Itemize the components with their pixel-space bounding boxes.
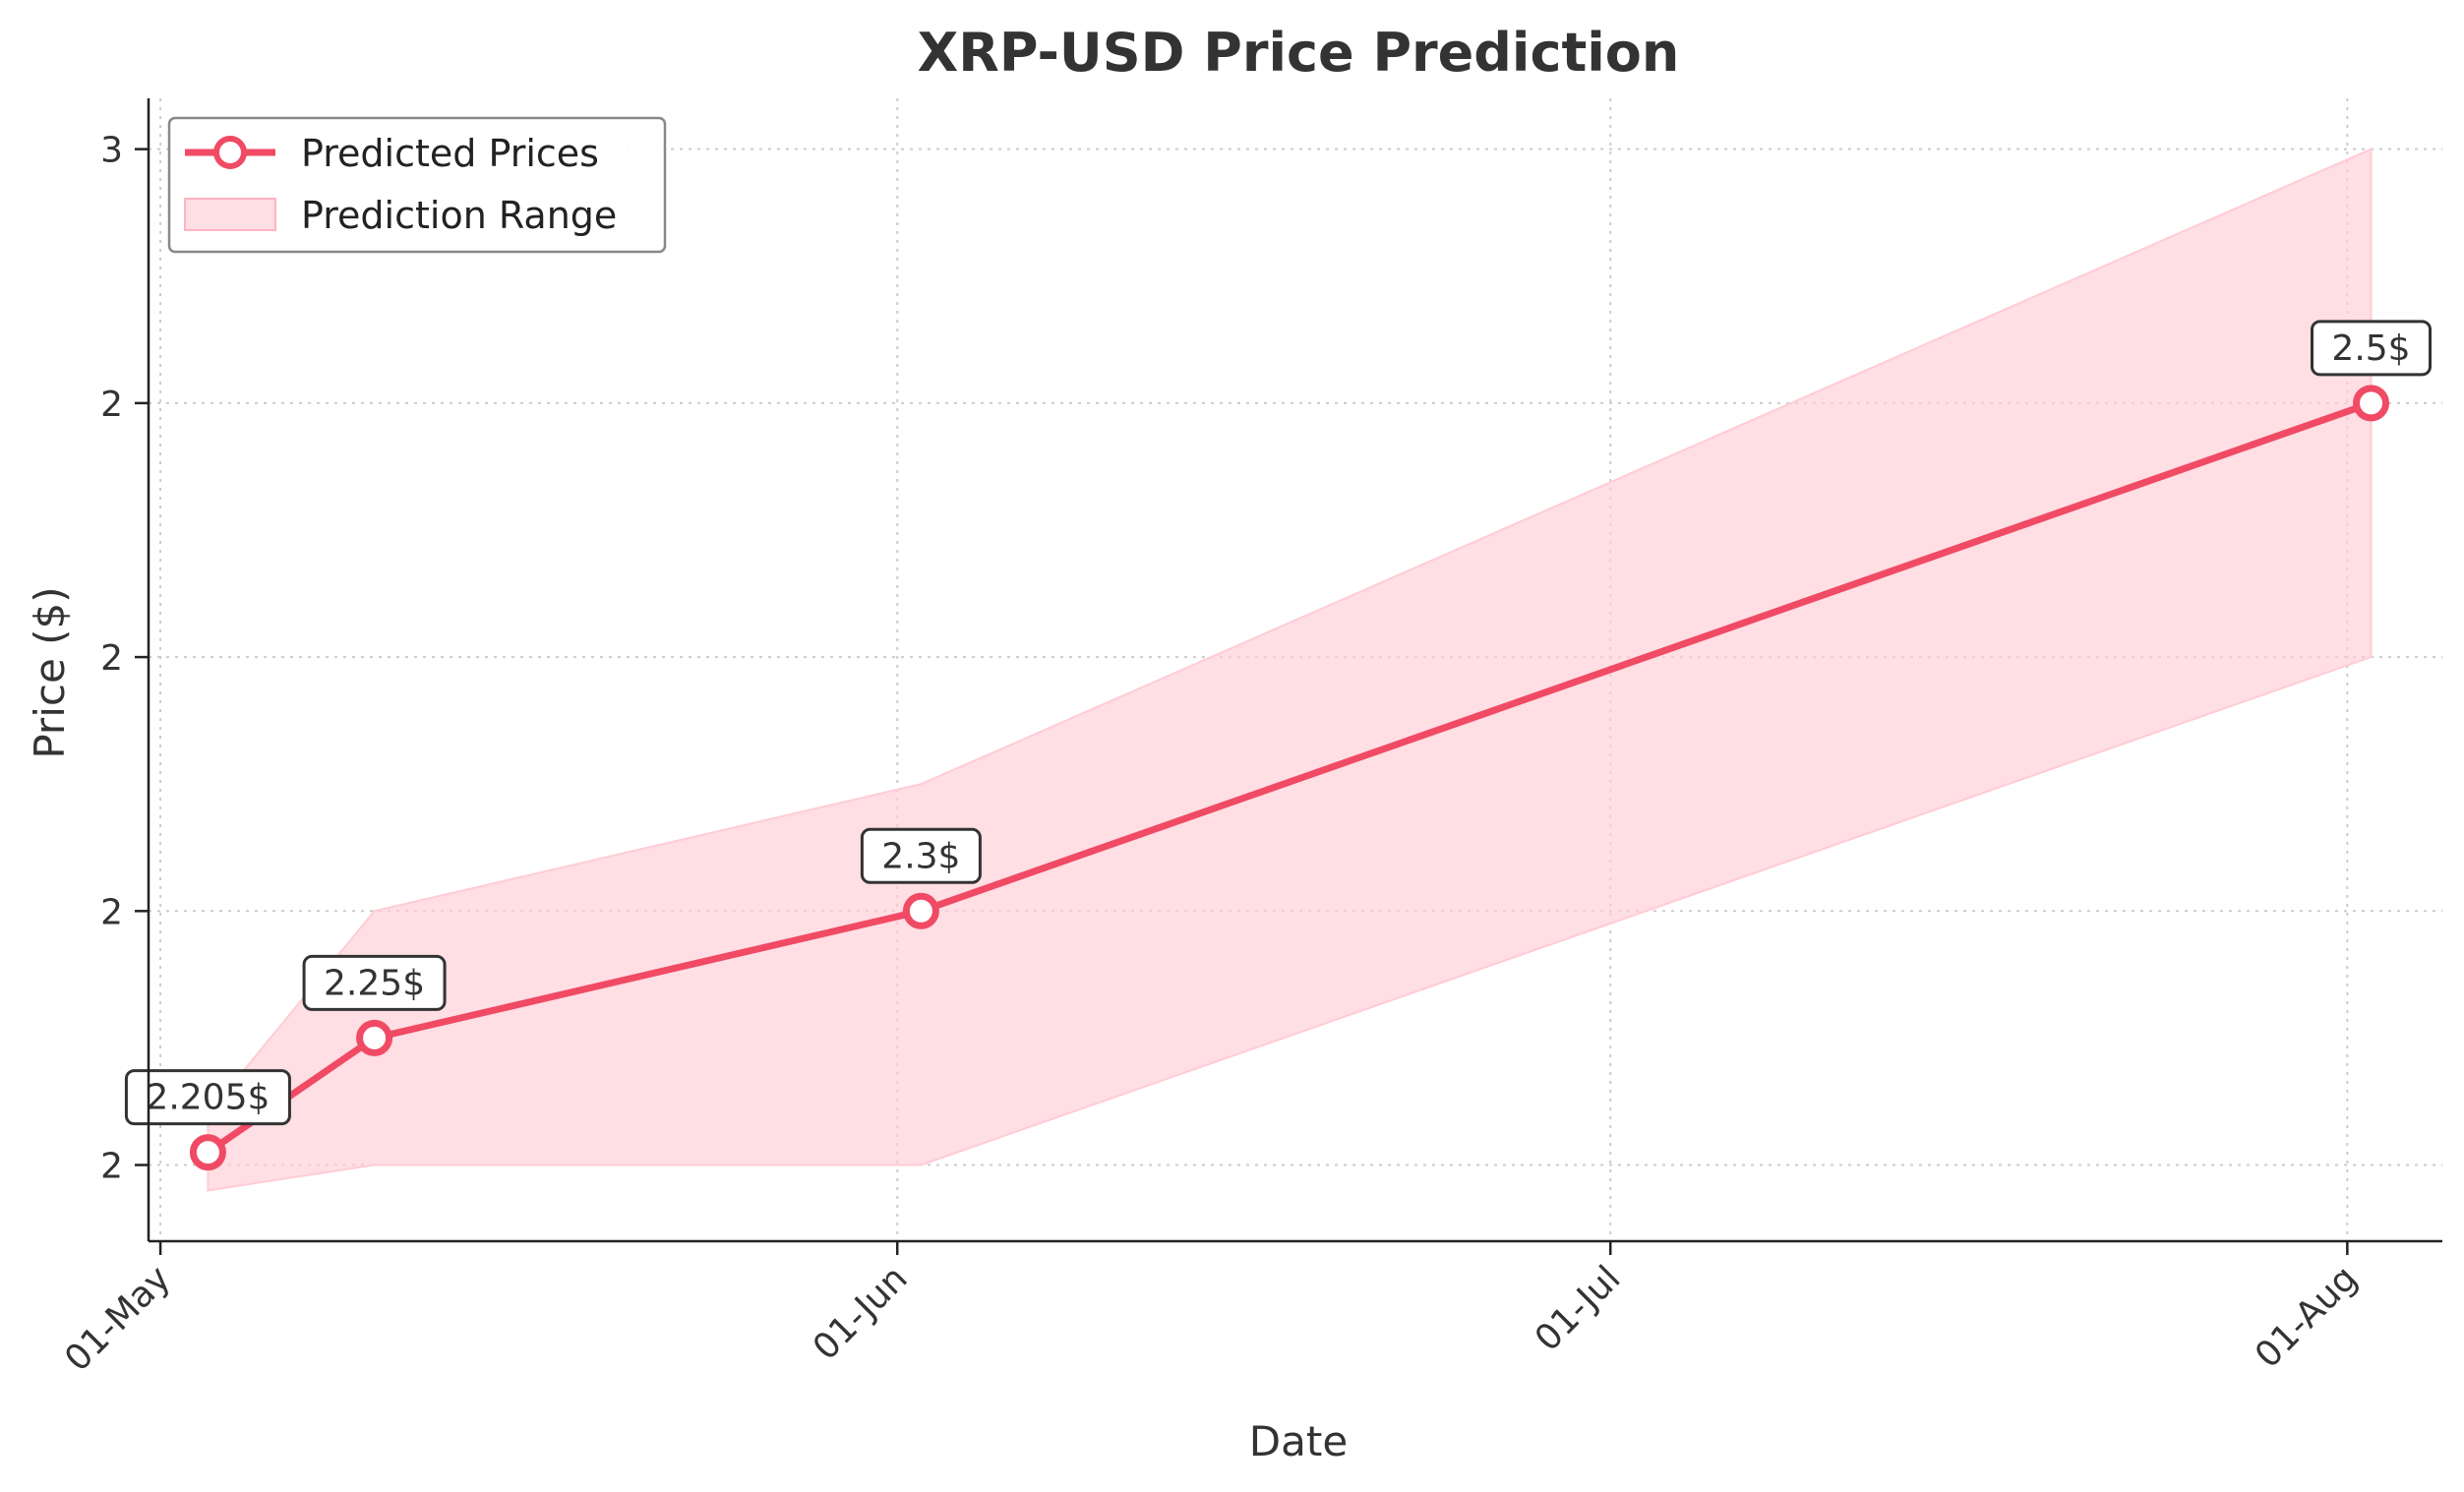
data-label-box	[860, 827, 982, 884]
data-point	[356, 1019, 393, 1056]
legend-box	[167, 116, 667, 254]
x-axis-title: Date	[1249, 1417, 1348, 1465]
prediction-range-area	[207, 148, 2373, 1192]
y-tick-label: 2	[100, 892, 123, 932]
data-label-box	[124, 1069, 291, 1126]
y-ticks: 2 2 2 2 3	[100, 131, 149, 1187]
data-label-box	[302, 954, 447, 1011]
y-tick-label: 2	[100, 638, 123, 679]
y-axis-title: Price ($)	[26, 586, 74, 758]
y-tick-label: 2	[100, 385, 123, 425]
legend-label-predicted: Predicted Prices	[301, 132, 599, 175]
data-label: 2.205$	[146, 1078, 270, 1118]
legend-label-range: Prediction Range	[301, 194, 617, 237]
y-tick-label: 2	[100, 1147, 123, 1187]
data-label-box	[2311, 320, 2433, 377]
legend-range-swatch	[184, 198, 276, 231]
data-points	[189, 385, 2390, 1171]
data-point	[189, 1134, 226, 1171]
data-point	[2353, 385, 2390, 422]
data-label: 2.3$	[881, 836, 960, 876]
chart-title: XRP-USD Price Prediction	[918, 22, 1680, 84]
data-label: 2.5$	[2331, 328, 2410, 369]
data-labels: 2.205$ 2.25$ 2.3$ 2.5$	[124, 320, 2433, 1126]
data-point	[902, 892, 939, 929]
predicted-prices-line	[204, 399, 2374, 1157]
y-tick-label: 3	[100, 131, 123, 171]
legend-marker-swatch	[213, 136, 247, 169]
legend: Predicted Prices Prediction Range	[167, 116, 667, 254]
data-label: 2.25$	[324, 963, 425, 1003]
